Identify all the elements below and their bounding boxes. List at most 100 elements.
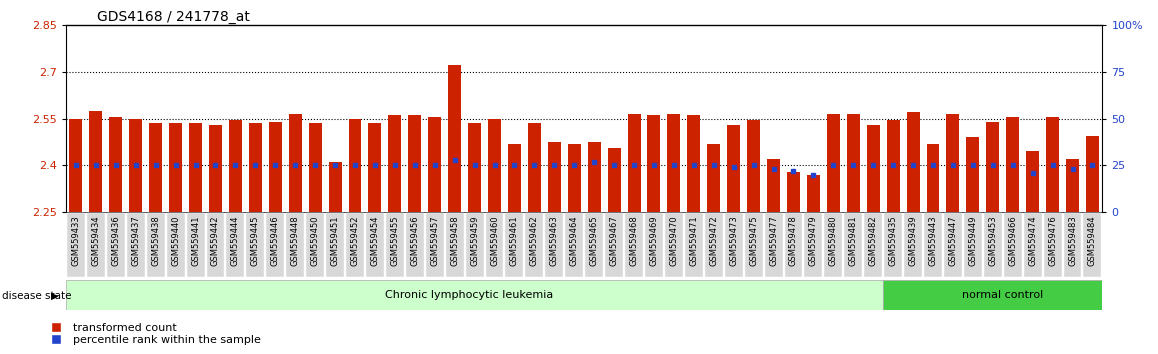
Bar — [269, 122, 281, 212]
Bar — [567, 144, 580, 212]
Bar — [1026, 152, 1039, 212]
FancyBboxPatch shape — [984, 213, 1002, 277]
Text: GSM559465: GSM559465 — [589, 215, 599, 266]
Text: GSM559463: GSM559463 — [550, 215, 559, 266]
FancyBboxPatch shape — [585, 213, 603, 277]
FancyBboxPatch shape — [725, 213, 742, 277]
FancyBboxPatch shape — [327, 213, 344, 277]
FancyBboxPatch shape — [306, 213, 324, 277]
Bar — [368, 123, 381, 212]
FancyBboxPatch shape — [506, 213, 523, 277]
Bar — [149, 123, 162, 212]
Text: GSM559479: GSM559479 — [809, 215, 818, 266]
Bar — [288, 114, 302, 212]
FancyBboxPatch shape — [764, 213, 783, 277]
FancyBboxPatch shape — [147, 213, 164, 277]
Text: GSM559471: GSM559471 — [689, 215, 698, 266]
Text: GSM559475: GSM559475 — [749, 215, 758, 266]
Text: GSM559478: GSM559478 — [789, 215, 798, 266]
FancyBboxPatch shape — [266, 213, 284, 277]
Bar — [69, 119, 82, 212]
FancyBboxPatch shape — [1063, 213, 1082, 277]
Text: GSM559484: GSM559484 — [1089, 215, 1097, 266]
FancyBboxPatch shape — [745, 213, 763, 277]
Text: GSM559444: GSM559444 — [230, 215, 240, 266]
Bar — [967, 137, 980, 212]
FancyBboxPatch shape — [206, 213, 225, 277]
Text: GSM559451: GSM559451 — [330, 215, 339, 266]
Bar — [249, 123, 262, 212]
Bar — [1086, 136, 1099, 212]
FancyBboxPatch shape — [904, 213, 922, 277]
Bar — [887, 120, 900, 212]
FancyBboxPatch shape — [167, 213, 184, 277]
FancyBboxPatch shape — [126, 213, 145, 277]
FancyBboxPatch shape — [426, 213, 444, 277]
FancyBboxPatch shape — [784, 213, 802, 277]
FancyBboxPatch shape — [565, 213, 584, 277]
Text: GSM559480: GSM559480 — [829, 215, 838, 266]
Bar — [588, 142, 601, 212]
Text: GSM559437: GSM559437 — [131, 215, 140, 266]
FancyBboxPatch shape — [645, 213, 662, 277]
Bar — [747, 120, 760, 212]
Bar — [608, 148, 621, 212]
Bar — [169, 123, 182, 212]
Text: GSM559450: GSM559450 — [310, 215, 320, 266]
Text: GSM559439: GSM559439 — [909, 215, 917, 266]
FancyBboxPatch shape — [844, 213, 863, 277]
Legend: transformed count, percentile rank within the sample: transformed count, percentile rank withi… — [41, 318, 265, 349]
Text: GSM559483: GSM559483 — [1068, 215, 1077, 266]
Bar — [109, 117, 123, 212]
FancyBboxPatch shape — [885, 213, 902, 277]
Text: GSM559473: GSM559473 — [730, 215, 738, 266]
FancyBboxPatch shape — [1043, 213, 1062, 277]
FancyBboxPatch shape — [247, 213, 264, 277]
FancyBboxPatch shape — [665, 213, 683, 277]
Bar — [926, 144, 939, 212]
Text: GSM559472: GSM559472 — [709, 215, 718, 266]
FancyBboxPatch shape — [466, 213, 484, 277]
FancyBboxPatch shape — [864, 213, 882, 277]
Text: GDS4168 / 241778_at: GDS4168 / 241778_at — [97, 10, 250, 24]
FancyBboxPatch shape — [545, 213, 563, 277]
Bar — [229, 120, 242, 212]
Bar — [488, 119, 501, 212]
Text: GSM559462: GSM559462 — [530, 215, 538, 266]
FancyBboxPatch shape — [405, 213, 424, 277]
FancyBboxPatch shape — [1084, 213, 1101, 277]
Text: GSM559442: GSM559442 — [211, 215, 220, 266]
Bar — [528, 123, 541, 212]
Text: GSM559447: GSM559447 — [948, 215, 958, 266]
Bar — [688, 115, 701, 212]
Bar — [1067, 159, 1079, 212]
FancyBboxPatch shape — [186, 213, 205, 277]
Text: GSM559445: GSM559445 — [251, 215, 259, 266]
Bar — [508, 144, 521, 212]
FancyBboxPatch shape — [625, 213, 643, 277]
Text: GSM559481: GSM559481 — [849, 215, 858, 266]
Bar — [647, 115, 660, 212]
Bar — [907, 112, 919, 212]
Text: GSM559459: GSM559459 — [470, 215, 479, 266]
FancyBboxPatch shape — [386, 213, 404, 277]
FancyBboxPatch shape — [1004, 213, 1021, 277]
Bar — [787, 172, 800, 212]
Text: GSM559458: GSM559458 — [450, 215, 460, 266]
FancyBboxPatch shape — [366, 213, 384, 277]
Bar — [189, 123, 201, 212]
Bar — [409, 115, 422, 212]
Text: GSM559453: GSM559453 — [988, 215, 997, 266]
Bar — [667, 114, 681, 212]
Text: GSM559455: GSM559455 — [390, 215, 400, 266]
Text: GSM559460: GSM559460 — [490, 215, 499, 266]
FancyBboxPatch shape — [963, 213, 982, 277]
Text: GSM559449: GSM559449 — [968, 215, 977, 266]
FancyBboxPatch shape — [805, 213, 822, 277]
Text: GSM559434: GSM559434 — [91, 215, 101, 266]
Text: GSM559467: GSM559467 — [609, 215, 618, 266]
Bar — [846, 114, 859, 212]
Text: GSM559433: GSM559433 — [72, 215, 80, 266]
FancyBboxPatch shape — [227, 213, 244, 277]
Bar — [1046, 117, 1060, 212]
